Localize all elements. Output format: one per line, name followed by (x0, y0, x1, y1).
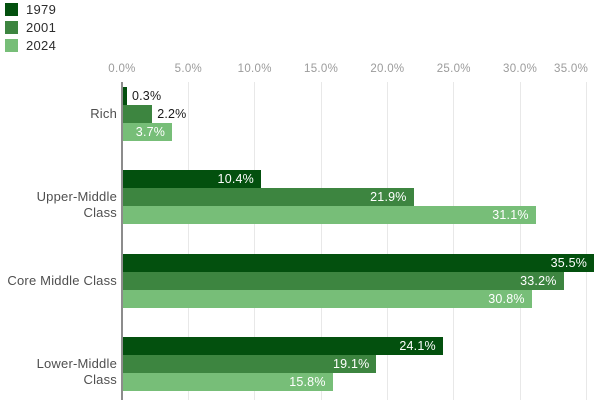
gridline (519, 82, 521, 400)
x-tick-label: 5.0% (174, 63, 203, 75)
category-label: Lower-Middle Class (36, 356, 117, 387)
bar-value-label: 35.5% (550, 255, 588, 270)
bar-value-label: 2.2% (157, 106, 187, 121)
category-label: Rich (90, 105, 117, 121)
gridline (320, 82, 322, 400)
legend-item: 1979 (5, 2, 57, 17)
category-label: Upper-Middle Class (36, 189, 117, 220)
bar-value-label: 30.8% (488, 291, 525, 306)
x-tick-label: 10.0% (237, 63, 272, 75)
bar-value-label: 10.4% (217, 172, 254, 186)
bar (123, 206, 536, 224)
bar (123, 337, 443, 355)
bar-value-label: 21.9% (370, 190, 407, 204)
legend-item: 2001 (5, 20, 57, 35)
legend-swatch-icon (5, 39, 18, 52)
bar-value-label: 31.1% (492, 208, 529, 222)
chart-legend: 1979 2001 2024 (5, 2, 57, 57)
legend-label: 2001 (26, 20, 57, 35)
legend-swatch-icon (5, 21, 18, 34)
legend-label: 1979 (26, 2, 57, 17)
bar (123, 355, 377, 373)
bar (123, 170, 261, 188)
gridline (187, 82, 189, 400)
x-tick-label: 30.0% (503, 63, 538, 75)
bar-value-label: 19.1% (333, 357, 370, 371)
legend-item: 2024 (5, 38, 57, 53)
gridline (386, 82, 388, 400)
bar (123, 289, 532, 308)
y-axis-line (121, 82, 123, 400)
gridline (453, 82, 455, 400)
legend-swatch-icon (5, 3, 18, 16)
x-tick-label: 15.0% (303, 63, 339, 75)
bar-value-label: 24.1% (399, 339, 436, 353)
x-tick-label: 25.0% (436, 63, 471, 75)
bar (123, 271, 564, 290)
bar-value-label: 0.3% (131, 88, 162, 103)
bar (123, 373, 333, 391)
x-tick-label: 20.0% (370, 63, 405, 75)
x-tick-label: 0.0% (108, 63, 136, 75)
bar-value-label: 3.7% (135, 124, 166, 139)
bar (123, 188, 414, 206)
gridline (254, 82, 256, 400)
bar (123, 104, 153, 123)
bar (123, 253, 595, 272)
bar-value-label: 15.8% (289, 375, 326, 389)
x-tick-label: 35.0% (554, 63, 589, 75)
legend-label: 2024 (26, 38, 57, 53)
bar (123, 86, 127, 105)
gridline (585, 82, 587, 400)
category-label: Core Middle Class (7, 272, 117, 288)
bar (123, 122, 173, 141)
bar-value-label: 33.2% (520, 273, 557, 288)
